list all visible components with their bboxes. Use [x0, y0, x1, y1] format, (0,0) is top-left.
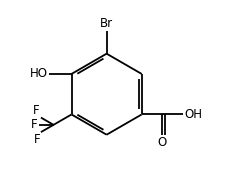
Text: HO: HO	[30, 67, 48, 80]
Text: O: O	[158, 136, 167, 149]
Text: OH: OH	[184, 108, 202, 121]
Text: Br: Br	[100, 17, 113, 30]
Text: F: F	[31, 118, 38, 131]
Text: F: F	[34, 133, 40, 146]
Text: F: F	[33, 104, 40, 117]
